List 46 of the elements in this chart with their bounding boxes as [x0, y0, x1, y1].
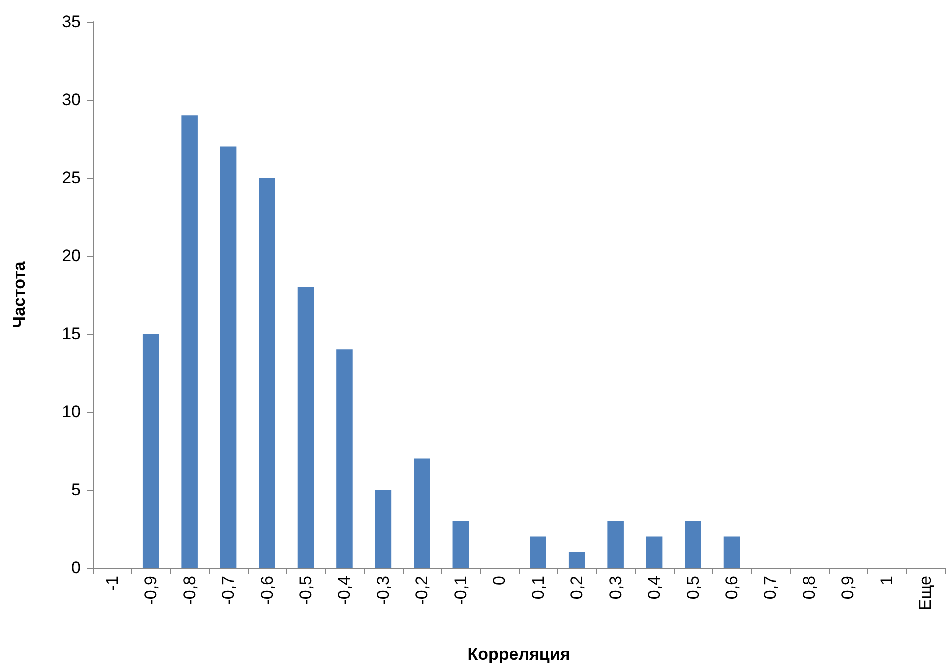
x-tick-label: 0,4 [645, 576, 664, 600]
x-tick-label: -0,9 [142, 576, 161, 606]
bar [452, 521, 470, 568]
y-tick-label: 15 [62, 324, 81, 344]
x-tick-label: 0,5 [684, 576, 703, 600]
bar [414, 458, 430, 568]
x-tick-label: -1 [102, 576, 122, 592]
bar [530, 536, 546, 568]
x-tick-label: -0,4 [335, 576, 354, 606]
bar [568, 552, 586, 568]
x-tick-label: -0,2 [412, 576, 432, 606]
x-tick-label: -0,5 [296, 576, 316, 606]
bar [259, 178, 276, 568]
x-tick-label: 0 [490, 576, 510, 586]
x-tick-label: -0,3 [374, 576, 393, 606]
x-tick-label: 0,9 [838, 576, 858, 600]
x-tick-label: 0,2 [568, 576, 587, 600]
x-tick-label: -0,6 [258, 576, 277, 606]
bar [646, 536, 663, 568]
x-tick-label: -0,1 [451, 576, 470, 606]
y-axis-title: Частота [10, 261, 29, 328]
x-tick-label: -0,8 [180, 576, 200, 606]
y-tick-label: 5 [72, 480, 81, 500]
x-tick-label: 0,7 [761, 576, 780, 600]
y-tick-label: 30 [62, 90, 81, 110]
bar [298, 287, 314, 568]
y-tick-label: 20 [62, 246, 81, 266]
bar [685, 521, 702, 568]
bar [336, 350, 353, 568]
bar [142, 334, 160, 568]
bar [182, 116, 198, 568]
x-tick-label: 1 [877, 576, 896, 586]
x-tick-label: 0,1 [528, 576, 548, 600]
x-tick-label: 0,3 [606, 576, 626, 600]
bar [220, 146, 237, 568]
x-tick-label: Еще [916, 576, 936, 611]
x-tick-label: -0,7 [219, 576, 238, 606]
x-axis-title: Корреляция [468, 645, 570, 664]
x-tick-label: 0,6 [722, 576, 742, 600]
x-tick-label: 0,8 [800, 576, 819, 600]
bar [375, 490, 392, 568]
y-tick-label: 10 [62, 402, 81, 422]
bar [724, 536, 740, 568]
y-tick-label: 35 [62, 12, 81, 32]
bar [608, 521, 624, 568]
y-tick-label: 25 [62, 168, 81, 188]
